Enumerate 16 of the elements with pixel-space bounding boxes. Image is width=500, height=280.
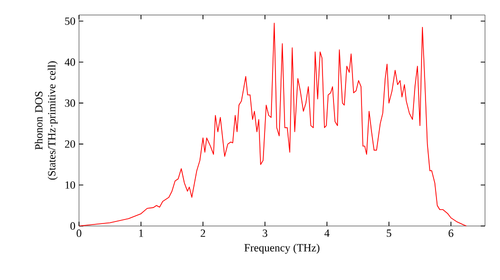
x-tick-label: 5: [386, 230, 392, 237]
x-tick-label: 6: [448, 230, 454, 237]
x-axis-title: Frequency (THz): [244, 244, 320, 254]
y-tick-label: 50: [65, 17, 76, 25]
x-tick-label: 2: [200, 230, 206, 237]
y-tick-label: 10: [65, 181, 76, 189]
x-tick-label: 1: [139, 230, 144, 237]
y-axis-title: Phonon DOS (States/THz·primitive cell): [34, 61, 58, 180]
x-tick-label: 0: [76, 230, 82, 237]
y-tick-label: 40: [64, 58, 76, 66]
y-tick-label: 20: [65, 140, 76, 148]
y-tick-label: 0: [70, 222, 76, 230]
line-series: [79, 22, 467, 226]
x-tick-label: 4: [324, 230, 330, 237]
x-tick-label: 3: [262, 230, 268, 237]
y-tick-label: 30: [65, 99, 76, 107]
